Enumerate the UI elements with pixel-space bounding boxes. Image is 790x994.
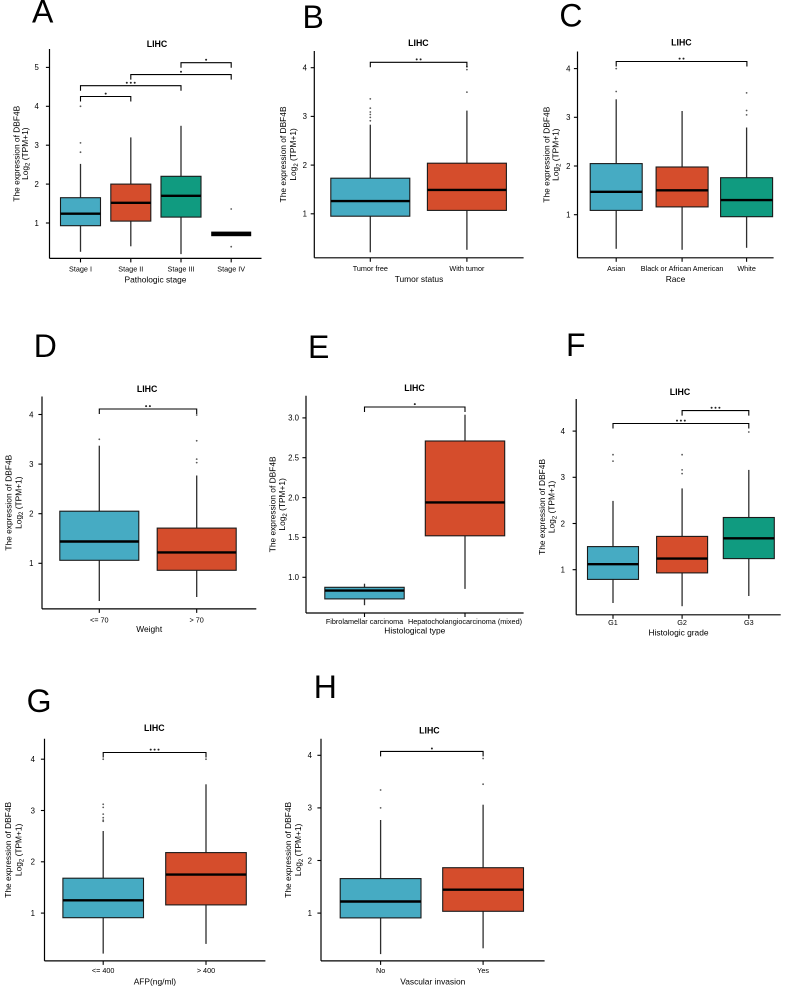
svg-text:Asian: Asian	[607, 264, 625, 273]
svg-text:> 70: > 70	[190, 615, 204, 624]
svg-text:2.5: 2.5	[288, 454, 300, 463]
svg-text:4: 4	[561, 427, 566, 436]
svg-text:2.0: 2.0	[288, 493, 300, 502]
svg-text:G: G	[27, 683, 52, 719]
svg-text:LIHC: LIHC	[137, 384, 158, 394]
svg-text:<= 400: <= 400	[92, 966, 115, 975]
svg-text:5: 5	[34, 63, 39, 72]
svg-text:Log2 (TPM+1): Log2 (TPM+1)	[288, 128, 300, 181]
svg-text:LIHC: LIHC	[671, 38, 692, 48]
svg-text:2: 2	[31, 858, 35, 867]
svg-text:Histologic grade: Histologic grade	[648, 628, 708, 638]
svg-text:4: 4	[308, 751, 313, 760]
svg-text:Fibrolamellar carcinoma: Fibrolamellar carcinoma	[326, 617, 404, 626]
svg-text:Stage I: Stage I	[69, 265, 92, 274]
svg-text:Weight: Weight	[136, 624, 163, 634]
svg-text:The expression of DBF4B: The expression of DBF4B	[542, 106, 552, 202]
svg-text:1.5: 1.5	[288, 533, 300, 542]
svg-text:The expression of DBF4B: The expression of DBF4B	[268, 456, 278, 552]
svg-text:2: 2	[303, 161, 307, 170]
svg-text:Stage IV: Stage IV	[217, 265, 245, 274]
svg-text:G2: G2	[677, 618, 687, 627]
svg-text:AFP(ng/ml): AFP(ng/ml)	[134, 976, 177, 986]
svg-text:LIHC: LIHC	[147, 39, 168, 49]
svg-text:LIHC: LIHC	[670, 387, 691, 397]
svg-text:3: 3	[566, 113, 570, 122]
svg-text:Log2 (TPM+1): Log2 (TPM+1)	[551, 128, 563, 181]
svg-text:LIHC: LIHC	[408, 38, 429, 48]
svg-text:LIHC: LIHC	[144, 723, 165, 733]
svg-text:2: 2	[34, 180, 38, 189]
svg-text:Pathologic stage: Pathologic stage	[125, 275, 187, 285]
svg-text:Log2 (TPM+1): Log2 (TPM+1)	[14, 823, 26, 876]
svg-text:4: 4	[303, 64, 308, 73]
svg-text:1: 1	[29, 559, 33, 568]
svg-text:Histological type: Histological type	[384, 625, 445, 635]
svg-text:3: 3	[303, 112, 307, 121]
svg-text:F: F	[566, 327, 586, 363]
svg-text:A: A	[32, 0, 54, 30]
svg-text:1: 1	[303, 210, 307, 219]
svg-text:Log2 (TPM+1): Log2 (TPM+1)	[547, 480, 559, 533]
svg-text:Log2 (TPM+1): Log2 (TPM+1)	[13, 476, 25, 529]
svg-text:Black or African American: Black or African American	[641, 264, 724, 273]
svg-text:1: 1	[308, 909, 312, 918]
svg-text:B: B	[303, 0, 324, 35]
svg-text:2: 2	[561, 519, 565, 528]
svg-text:3: 3	[561, 473, 565, 482]
svg-text:LIHC: LIHC	[404, 383, 425, 393]
svg-text:Tumor free: Tumor free	[353, 264, 388, 273]
svg-text:Log2 (TPM+1): Log2 (TPM+1)	[277, 478, 289, 531]
svg-text:3: 3	[308, 804, 312, 813]
svg-text:The expression of DBF4B: The expression of DBF4B	[283, 801, 293, 897]
svg-text:4: 4	[29, 410, 34, 419]
svg-text:1.0: 1.0	[288, 573, 300, 582]
svg-text:3.0: 3.0	[288, 414, 300, 423]
svg-text:Tumor status: Tumor status	[395, 274, 444, 284]
svg-text:Stage III: Stage III	[167, 265, 194, 274]
svg-text:2: 2	[29, 510, 33, 519]
svg-text:D: D	[34, 328, 57, 364]
svg-text:2: 2	[566, 162, 570, 171]
svg-text:With tumor: With tumor	[449, 264, 485, 273]
svg-text:1: 1	[34, 219, 38, 228]
svg-text:No: No	[376, 966, 385, 975]
svg-text:The expression of DBF4B: The expression of DBF4B	[12, 105, 22, 201]
svg-text:Stage II: Stage II	[118, 265, 143, 274]
svg-text:The expression of DBF4B: The expression of DBF4B	[278, 106, 288, 202]
svg-text:1: 1	[561, 566, 565, 575]
svg-text:The expression of DBF4B: The expression of DBF4B	[3, 801, 13, 897]
svg-text:3: 3	[34, 141, 38, 150]
svg-text:C: C	[559, 0, 582, 34]
svg-text:Race: Race	[666, 274, 686, 284]
svg-text:The expression of DBF4B: The expression of DBF4B	[537, 459, 547, 555]
svg-text:H: H	[314, 669, 337, 705]
svg-text:4: 4	[31, 755, 36, 764]
svg-text:Yes: Yes	[477, 966, 489, 975]
svg-text:The expression of DBF4B: The expression of DBF4B	[3, 454, 13, 550]
svg-text:1: 1	[566, 211, 570, 220]
svg-text:E: E	[308, 329, 329, 365]
svg-text:G1: G1	[608, 618, 618, 627]
svg-text:White: White	[737, 264, 756, 273]
svg-text:3: 3	[29, 460, 33, 469]
svg-text:2: 2	[308, 856, 312, 865]
svg-text:Vascular invasion: Vascular invasion	[400, 976, 465, 986]
svg-text:1: 1	[31, 909, 35, 918]
svg-text:LIHC: LIHC	[419, 726, 440, 736]
svg-text:<= 70: <= 70	[90, 615, 109, 624]
svg-text:G3: G3	[744, 618, 754, 627]
svg-text:> 400: > 400	[197, 966, 215, 975]
svg-text:Log2 (TPM+1): Log2 (TPM+1)	[20, 127, 32, 180]
svg-text:Log2 (TPM+1): Log2 (TPM+1)	[293, 823, 305, 876]
svg-text:4: 4	[34, 102, 39, 111]
svg-text:4: 4	[566, 64, 571, 73]
svg-text:3: 3	[31, 806, 35, 815]
svg-text:Hepatocholangiocarcinoma (mixe: Hepatocholangiocarcinoma (mixed)	[408, 617, 522, 626]
